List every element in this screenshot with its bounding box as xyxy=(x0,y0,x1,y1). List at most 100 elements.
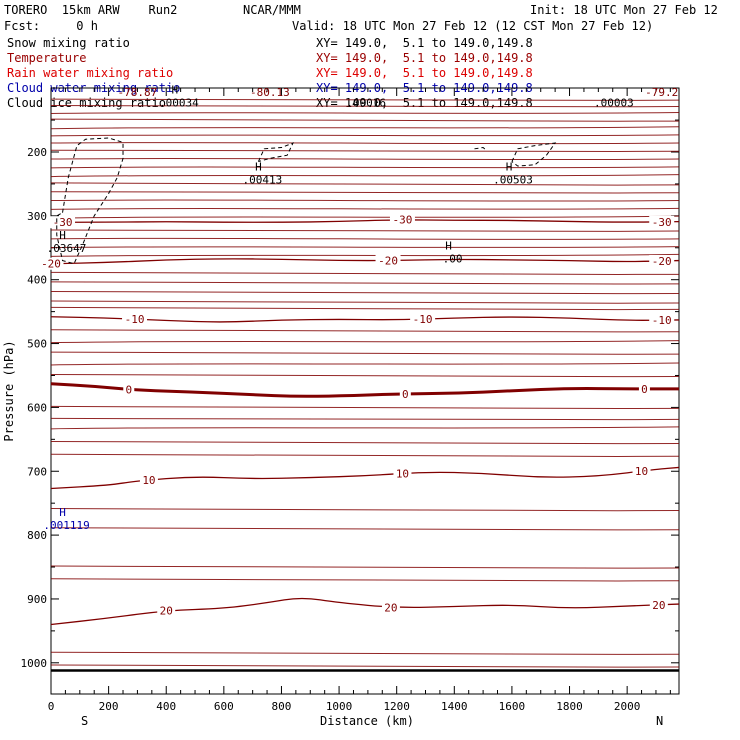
temperature-contour-label: 10 xyxy=(142,474,155,487)
x-end-left: S xyxy=(81,714,89,728)
contour-label-bg xyxy=(389,213,415,226)
contour-label-bg xyxy=(157,604,176,617)
extremum-value: .001119 xyxy=(43,519,89,532)
temperature-contour-line xyxy=(50,182,680,186)
legend-temperature: Temperature xyxy=(7,51,87,65)
temperature-contours: 20 20 20 10 10 10 0 0 0 -10 -10 -10 -20 -20 -20 -30 -30 -… xyxy=(38,213,680,626)
y-tick-label: 400 xyxy=(27,274,47,287)
temperature-contour--20 xyxy=(50,258,680,265)
org-label: NCAR/MMM xyxy=(243,3,301,17)
temperature-contour-line xyxy=(50,565,680,569)
contour-label-bg xyxy=(649,598,668,611)
temperature-contour-label: -20 xyxy=(652,255,672,268)
temperature-annotation: -79.2 xyxy=(645,86,678,99)
extremum-value: .00503 xyxy=(493,174,533,187)
legend-snow-xy: XY= 149.0, 5.1 to 149.0,149.8 xyxy=(316,36,533,50)
temperature-contour-line xyxy=(50,149,680,153)
temperature-contour-line xyxy=(50,578,680,582)
y-axis-label: Pressure (hPa) xyxy=(2,340,16,441)
temperature-contour-label: 10 xyxy=(635,465,648,478)
temperature-contour-line xyxy=(50,373,680,378)
temperature-annotations: -78.87 -80.13 -79.2 xyxy=(118,86,679,99)
contour-label-bg xyxy=(399,387,411,400)
contour-label-bg xyxy=(410,313,436,326)
temperature-contour-line xyxy=(50,405,680,410)
extremum-value: .00413 xyxy=(243,174,283,187)
init-time: Init: 18 UTC Mon 27 Feb 12 xyxy=(530,3,718,17)
cloud-ice-contours xyxy=(56,137,557,265)
x-tick-label: 1200 xyxy=(383,700,410,713)
y-tick-label: 300 xyxy=(27,210,47,223)
temperature-contour-line xyxy=(50,281,680,285)
contour-label-bg xyxy=(638,382,650,395)
temperature-contour-line xyxy=(50,300,680,304)
y-tick-label: 1000 xyxy=(21,657,48,670)
temperature-contour-line xyxy=(50,199,680,202)
temperature-contour-line xyxy=(50,134,680,137)
temperature-contour-20 xyxy=(50,597,680,626)
temperature-contour-line xyxy=(50,417,680,421)
x-end-right: N xyxy=(656,714,664,728)
temperature-contour-line xyxy=(50,141,680,145)
temperature-contour-10 xyxy=(50,466,680,490)
temperature-contour-line xyxy=(50,362,680,366)
temperature-contour-line xyxy=(50,271,680,275)
legend-rain-xy: XY= 149.0, 5.1 to 149.0,149.8 xyxy=(316,66,533,80)
contour-label-bg xyxy=(649,215,675,228)
temperature-annotation: -80.13 xyxy=(250,86,290,99)
temperature-contour-label: 0 xyxy=(125,383,132,396)
extremum-value: .00003 xyxy=(594,96,634,109)
contour-label-bg xyxy=(38,257,64,270)
temperature-contour-line xyxy=(50,290,680,295)
x-tick-label: 400 xyxy=(156,700,176,713)
temperature-contour-line xyxy=(50,426,680,430)
temperature-contour-line xyxy=(50,229,680,232)
contour-label-bg xyxy=(381,601,400,614)
temperature-contour-label: -30 xyxy=(652,216,672,229)
x-tick-label: 600 xyxy=(214,700,234,713)
x-tick-label: 200 xyxy=(99,700,119,713)
temperature-contour-label: -20 xyxy=(378,255,398,268)
extremum-mark: H xyxy=(445,240,452,253)
temperature-contour-label: 0 xyxy=(641,383,648,396)
contour-label-bg xyxy=(649,254,675,267)
temperature-contour-label: -10 xyxy=(652,314,672,327)
contour-label-bg xyxy=(139,473,158,486)
cloud-ice-contour xyxy=(511,142,557,167)
temperature-contour-label: -10 xyxy=(125,313,145,326)
temperature-contour-line xyxy=(50,112,680,115)
temperature-contour-line xyxy=(50,329,680,333)
temperature-contour-label: 10 xyxy=(396,467,409,480)
temperature-contour-line xyxy=(50,126,680,130)
temperature-contour-line xyxy=(50,166,680,169)
y-tick-label: 600 xyxy=(27,401,47,414)
contour-label-bg xyxy=(393,467,412,480)
temperature-annotation: -78.87 xyxy=(118,86,158,99)
extremum-value: .03647 xyxy=(47,242,87,255)
cloud-ice-contour xyxy=(257,142,294,163)
temperature-contour-0 xyxy=(50,382,679,398)
valid-time: Valid: 18 UTC Mon 27 Feb 12 (12 CST Mon … xyxy=(292,19,654,33)
temperature-contour-line xyxy=(50,174,680,178)
extremum-mark: H xyxy=(506,161,513,174)
temperature-contour-label: -30 xyxy=(393,214,413,227)
y-tick-label: 200 xyxy=(27,146,47,159)
cloud-ice-contour xyxy=(56,137,124,265)
x-axis-label: Distance (km) xyxy=(320,714,414,728)
temperature-contour-line xyxy=(50,157,680,161)
legend-snow: Snow mixing ratio xyxy=(7,36,130,50)
x-axis: 0 200 400 600 800 1000 1200 1400 1600 1800 2000 xyxy=(48,88,671,713)
contour-label-bg xyxy=(632,465,651,478)
background-temperature-lines xyxy=(50,98,680,668)
temperature-contour-label: 20 xyxy=(160,604,173,617)
temperature-contour-label: -30 xyxy=(53,216,73,229)
temperature-contour-line xyxy=(50,340,680,344)
model-title: TORERO 15km ARW Run2 xyxy=(4,3,178,17)
y-tick-label: 900 xyxy=(27,593,47,606)
temperature-contour-label: 20 xyxy=(384,601,397,614)
temperature-contour-line xyxy=(50,207,680,210)
temperature-contour-line xyxy=(50,246,680,249)
